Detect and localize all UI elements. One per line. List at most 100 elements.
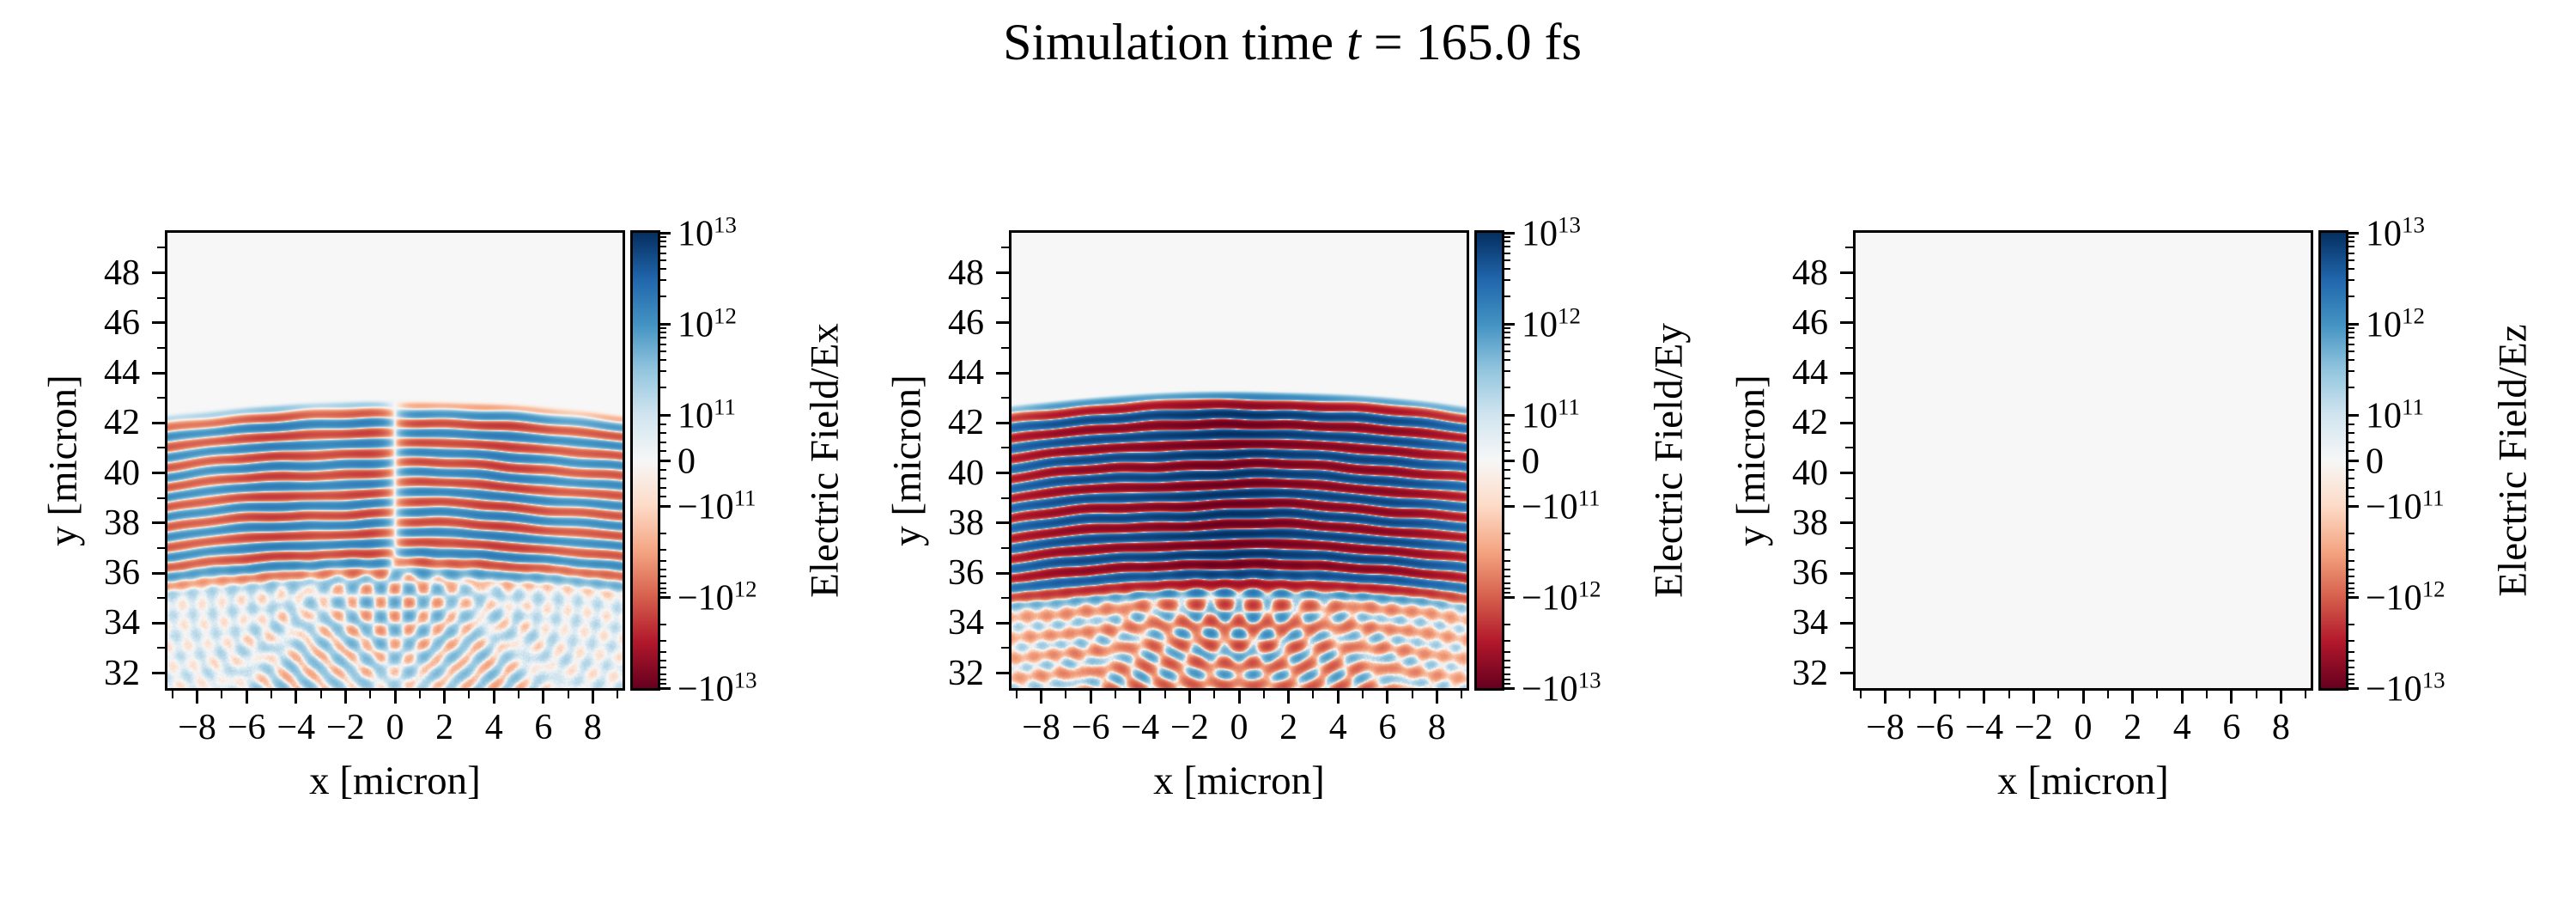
y-minor-tick <box>1845 597 1853 600</box>
y-tick <box>152 571 165 575</box>
colorbar-tick <box>1504 595 1515 599</box>
x-tick <box>343 691 347 704</box>
x-minor-tick <box>1065 691 1067 698</box>
y-tick-label: 34 <box>948 603 984 643</box>
y-axis-label: y [micron] <box>884 375 930 546</box>
y-tick-label: 48 <box>948 253 984 293</box>
colorbar-tick <box>2348 595 2359 599</box>
colorbar-tick <box>2348 504 2359 508</box>
colorbar-tick <box>2348 413 2359 417</box>
y-tick <box>996 271 1009 275</box>
colorbar-minor-tick <box>660 478 666 480</box>
colorbar-minor-tick <box>2348 478 2354 480</box>
colorbar-minor-tick <box>2348 569 2354 571</box>
x-tick <box>1040 691 1043 704</box>
title-time-value: 165.0 <box>1415 14 1532 70</box>
colorbar-minor-tick <box>660 667 666 669</box>
y-tick-label: 38 <box>1792 503 1828 543</box>
colorbar-minor-tick <box>660 623 666 625</box>
colorbar-label-Ey: Electric Field/Ey <box>1646 323 1692 598</box>
y-tick-label: 36 <box>1792 553 1828 594</box>
colorbar-minor-tick <box>1504 235 1510 238</box>
y-minor-tick <box>157 247 165 249</box>
y-minor-tick <box>1001 296 1009 299</box>
y-tick-label: 48 <box>1792 253 1828 293</box>
y-tick-label: 38 <box>948 503 984 543</box>
y-tick <box>1840 521 1853 525</box>
colorbar-minor-tick <box>2348 235 2354 238</box>
colorbar-tick-exponent: 11 <box>2421 485 2445 511</box>
colorbar-minor-tick <box>1504 370 1510 373</box>
colorbar-minor-tick <box>1504 432 1510 435</box>
colorbar-minor-tick <box>1504 441 1510 443</box>
y-tick-label: 32 <box>1792 653 1828 693</box>
x-minor-tick <box>1909 691 1911 698</box>
colorbar-tick-label: 1012 <box>677 304 737 343</box>
colorbar-tick-exponent: 13 <box>2421 667 2445 693</box>
colorbar-tick-label: 1013 <box>1522 213 1581 254</box>
y-minor-tick <box>1845 296 1853 299</box>
x-tick-label: 0 <box>386 708 404 747</box>
colorbar-tick-mantissa: 10 <box>2366 396 2402 436</box>
y-tick <box>1840 621 1853 625</box>
colorbar-tick-label: 0 <box>677 442 696 480</box>
colorbar-minor-tick <box>1504 343 1510 345</box>
x-tick <box>2081 691 2085 704</box>
heatmap-canvas-Ex <box>167 233 623 688</box>
colorbar-tick-label: −1013 <box>677 668 757 707</box>
colorbar-minor-tick <box>660 326 666 329</box>
colorbar-tick-mantissa: −10 <box>1522 669 1578 710</box>
y-minor-tick <box>1845 546 1853 549</box>
x-tick-label: 8 <box>2271 708 2290 747</box>
y-minor-tick <box>157 597 165 600</box>
colorbar-tick-exponent: 13 <box>1577 667 1601 693</box>
colorbar-tick-mantissa: 10 <box>1522 214 1558 254</box>
colorbar-minor-tick <box>2348 441 2354 443</box>
colorbar-minor-tick <box>1504 246 1510 248</box>
x-tick <box>393 691 397 704</box>
colorbar-minor-tick <box>660 576 666 578</box>
colorbar-minor-tick <box>2348 468 2354 471</box>
colorbar-tick-label: 0 <box>2366 442 2384 480</box>
colorbar-tick-mantissa: 10 <box>677 396 714 436</box>
colorbar-tick-mantissa: 10 <box>2366 214 2402 254</box>
colorbar-minor-tick <box>2348 587 2354 589</box>
y-tick <box>152 621 165 625</box>
colorbar-tick-label: 1013 <box>677 213 737 252</box>
x-tick <box>2131 691 2135 704</box>
colorbar-tick-mantissa: −10 <box>2366 487 2422 527</box>
colorbar-minor-tick <box>2348 252 2354 254</box>
y-tick-label: 38 <box>104 503 140 543</box>
y-tick-label: 48 <box>104 253 140 293</box>
colorbar-tick-mantissa: −10 <box>677 487 734 527</box>
colorbar-minor-tick <box>660 246 666 248</box>
colorbar-minor-tick <box>660 496 666 498</box>
x-minor-tick <box>468 691 471 698</box>
colorbar-tick-exponent: 12 <box>733 576 757 602</box>
x-minor-tick <box>171 691 173 698</box>
colorbar-tick-label: 1013 <box>2366 213 2425 254</box>
colorbar-tick-mantissa: 10 <box>1522 305 1558 345</box>
x-tick-label: 6 <box>1378 708 1397 747</box>
colorbar-tick-label: −1013 <box>1522 667 1601 710</box>
colorbar-minor-tick <box>1504 387 1510 389</box>
colorbar-tick-label: −1011 <box>677 486 756 527</box>
colorbar-gradient <box>1477 233 1502 688</box>
x-tick <box>245 691 248 704</box>
colorbar-minor-tick <box>2348 582 2354 584</box>
x-minor-tick <box>1114 691 1116 698</box>
x-minor-tick <box>2305 691 2307 698</box>
colorbar-minor-tick <box>660 532 666 534</box>
x-tick-label: −2 <box>326 708 365 747</box>
x-minor-tick <box>2008 691 2010 698</box>
colorbar-minor-tick <box>2348 432 2354 435</box>
y-tick <box>152 672 165 675</box>
y-tick <box>996 621 1009 625</box>
colorbar-minor-tick <box>1504 332 1510 334</box>
y-tick <box>996 472 1009 475</box>
y-tick-label: 42 <box>104 403 140 443</box>
x-tick <box>492 691 495 704</box>
colorbar-tick-mantissa: 10 <box>2366 305 2402 345</box>
x-minor-tick <box>2206 691 2208 698</box>
